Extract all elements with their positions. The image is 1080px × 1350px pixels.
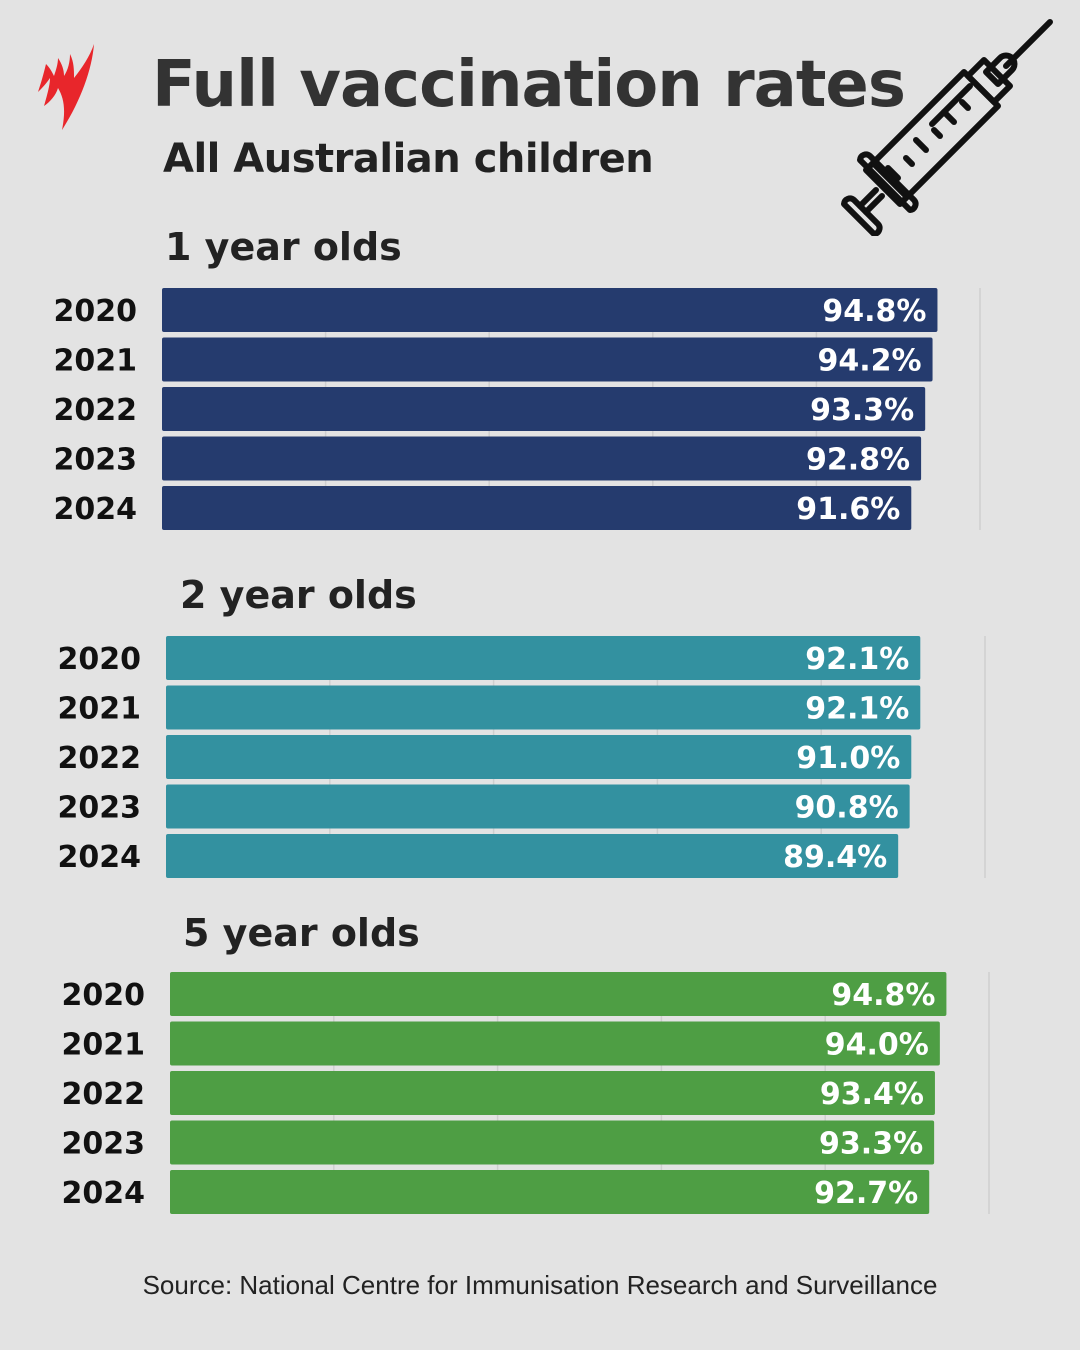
bar xyxy=(162,288,938,332)
category-label: 2021 xyxy=(58,692,142,727)
bar xyxy=(170,972,947,1016)
data-label: 93.3% xyxy=(810,393,914,428)
category-label: 2023 xyxy=(54,443,138,478)
data-label: 92.1% xyxy=(805,642,909,677)
data-label: 94.8% xyxy=(831,978,935,1013)
bar xyxy=(166,735,912,779)
category-label: 2024 xyxy=(54,492,138,527)
data-label: 92.1% xyxy=(805,692,909,727)
data-label: 94.0% xyxy=(825,1028,929,1063)
bar xyxy=(162,337,933,382)
bar xyxy=(166,636,921,680)
bar xyxy=(170,1071,935,1115)
data-label: 94.2% xyxy=(817,344,921,379)
data-label: 90.8% xyxy=(795,791,899,826)
sbs-logo xyxy=(38,44,94,130)
bar xyxy=(170,1120,935,1165)
category-label: 2020 xyxy=(62,978,146,1013)
category-label: 2024 xyxy=(62,1176,146,1211)
category-label: 2022 xyxy=(54,393,138,428)
data-label: 92.7% xyxy=(814,1176,918,1211)
bar xyxy=(162,436,922,481)
category-label: 2022 xyxy=(62,1077,146,1112)
panel-title: 5 year olds xyxy=(183,911,420,955)
category-label: 2020 xyxy=(54,294,138,329)
data-label: 91.6% xyxy=(796,492,900,527)
category-label: 2021 xyxy=(54,344,138,379)
chart-subtitle: All Australian children xyxy=(163,136,654,182)
bar xyxy=(162,387,926,431)
panel-title: 1 year olds xyxy=(165,225,402,269)
syringe-icon xyxy=(841,19,1053,236)
bar xyxy=(166,685,921,730)
data-label: 93.3% xyxy=(819,1127,923,1162)
bar xyxy=(162,486,912,530)
chart-title: Full vaccination rates xyxy=(152,48,906,122)
bar xyxy=(166,834,899,878)
category-label: 2020 xyxy=(58,642,142,677)
panel-title: 2 year olds xyxy=(180,573,417,617)
data-label: 91.0% xyxy=(796,741,900,776)
bar xyxy=(170,1170,930,1214)
category-label: 2023 xyxy=(58,791,142,826)
category-label: 2023 xyxy=(62,1127,146,1162)
category-label: 2021 xyxy=(62,1028,146,1063)
source-note: Source: National Centre for Immunisation… xyxy=(142,1270,938,1300)
data-label: 94.8% xyxy=(822,294,926,329)
data-label: 92.8% xyxy=(806,443,910,478)
data-label: 93.4% xyxy=(820,1077,924,1112)
bar xyxy=(166,784,910,829)
category-label: 2022 xyxy=(58,741,142,776)
category-label: 2024 xyxy=(58,840,142,875)
bar xyxy=(170,1021,940,1066)
data-label: 89.4% xyxy=(783,840,887,875)
